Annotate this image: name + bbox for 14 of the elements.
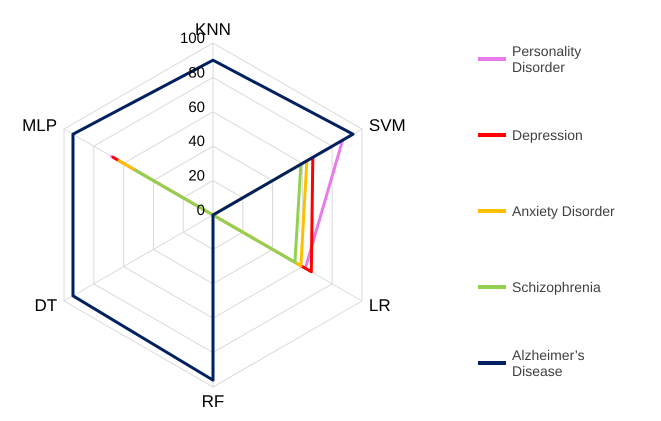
- legend-label: Alzheimer’s Disease: [512, 346, 586, 378]
- legend-label: Anxiety Disorder: [512, 202, 616, 218]
- legend-label: Personality Disorder: [512, 42, 582, 74]
- legend-label: Schizophrenia: [512, 278, 602, 294]
- spoke-label: MLP: [22, 116, 58, 136]
- spoke-label: LR: [368, 296, 391, 316]
- spoke-label: SVM: [368, 116, 406, 136]
- legend-label: Depression: [512, 126, 584, 142]
- spoke-label: RF: [202, 392, 224, 412]
- y-tick-label: 20: [188, 168, 205, 185]
- y-tick-label: 60: [188, 98, 205, 116]
- spoke-label: DT: [34, 296, 58, 316]
- y-tick-label: 40: [188, 133, 205, 150]
- y-tick-label: 80: [188, 64, 205, 82]
